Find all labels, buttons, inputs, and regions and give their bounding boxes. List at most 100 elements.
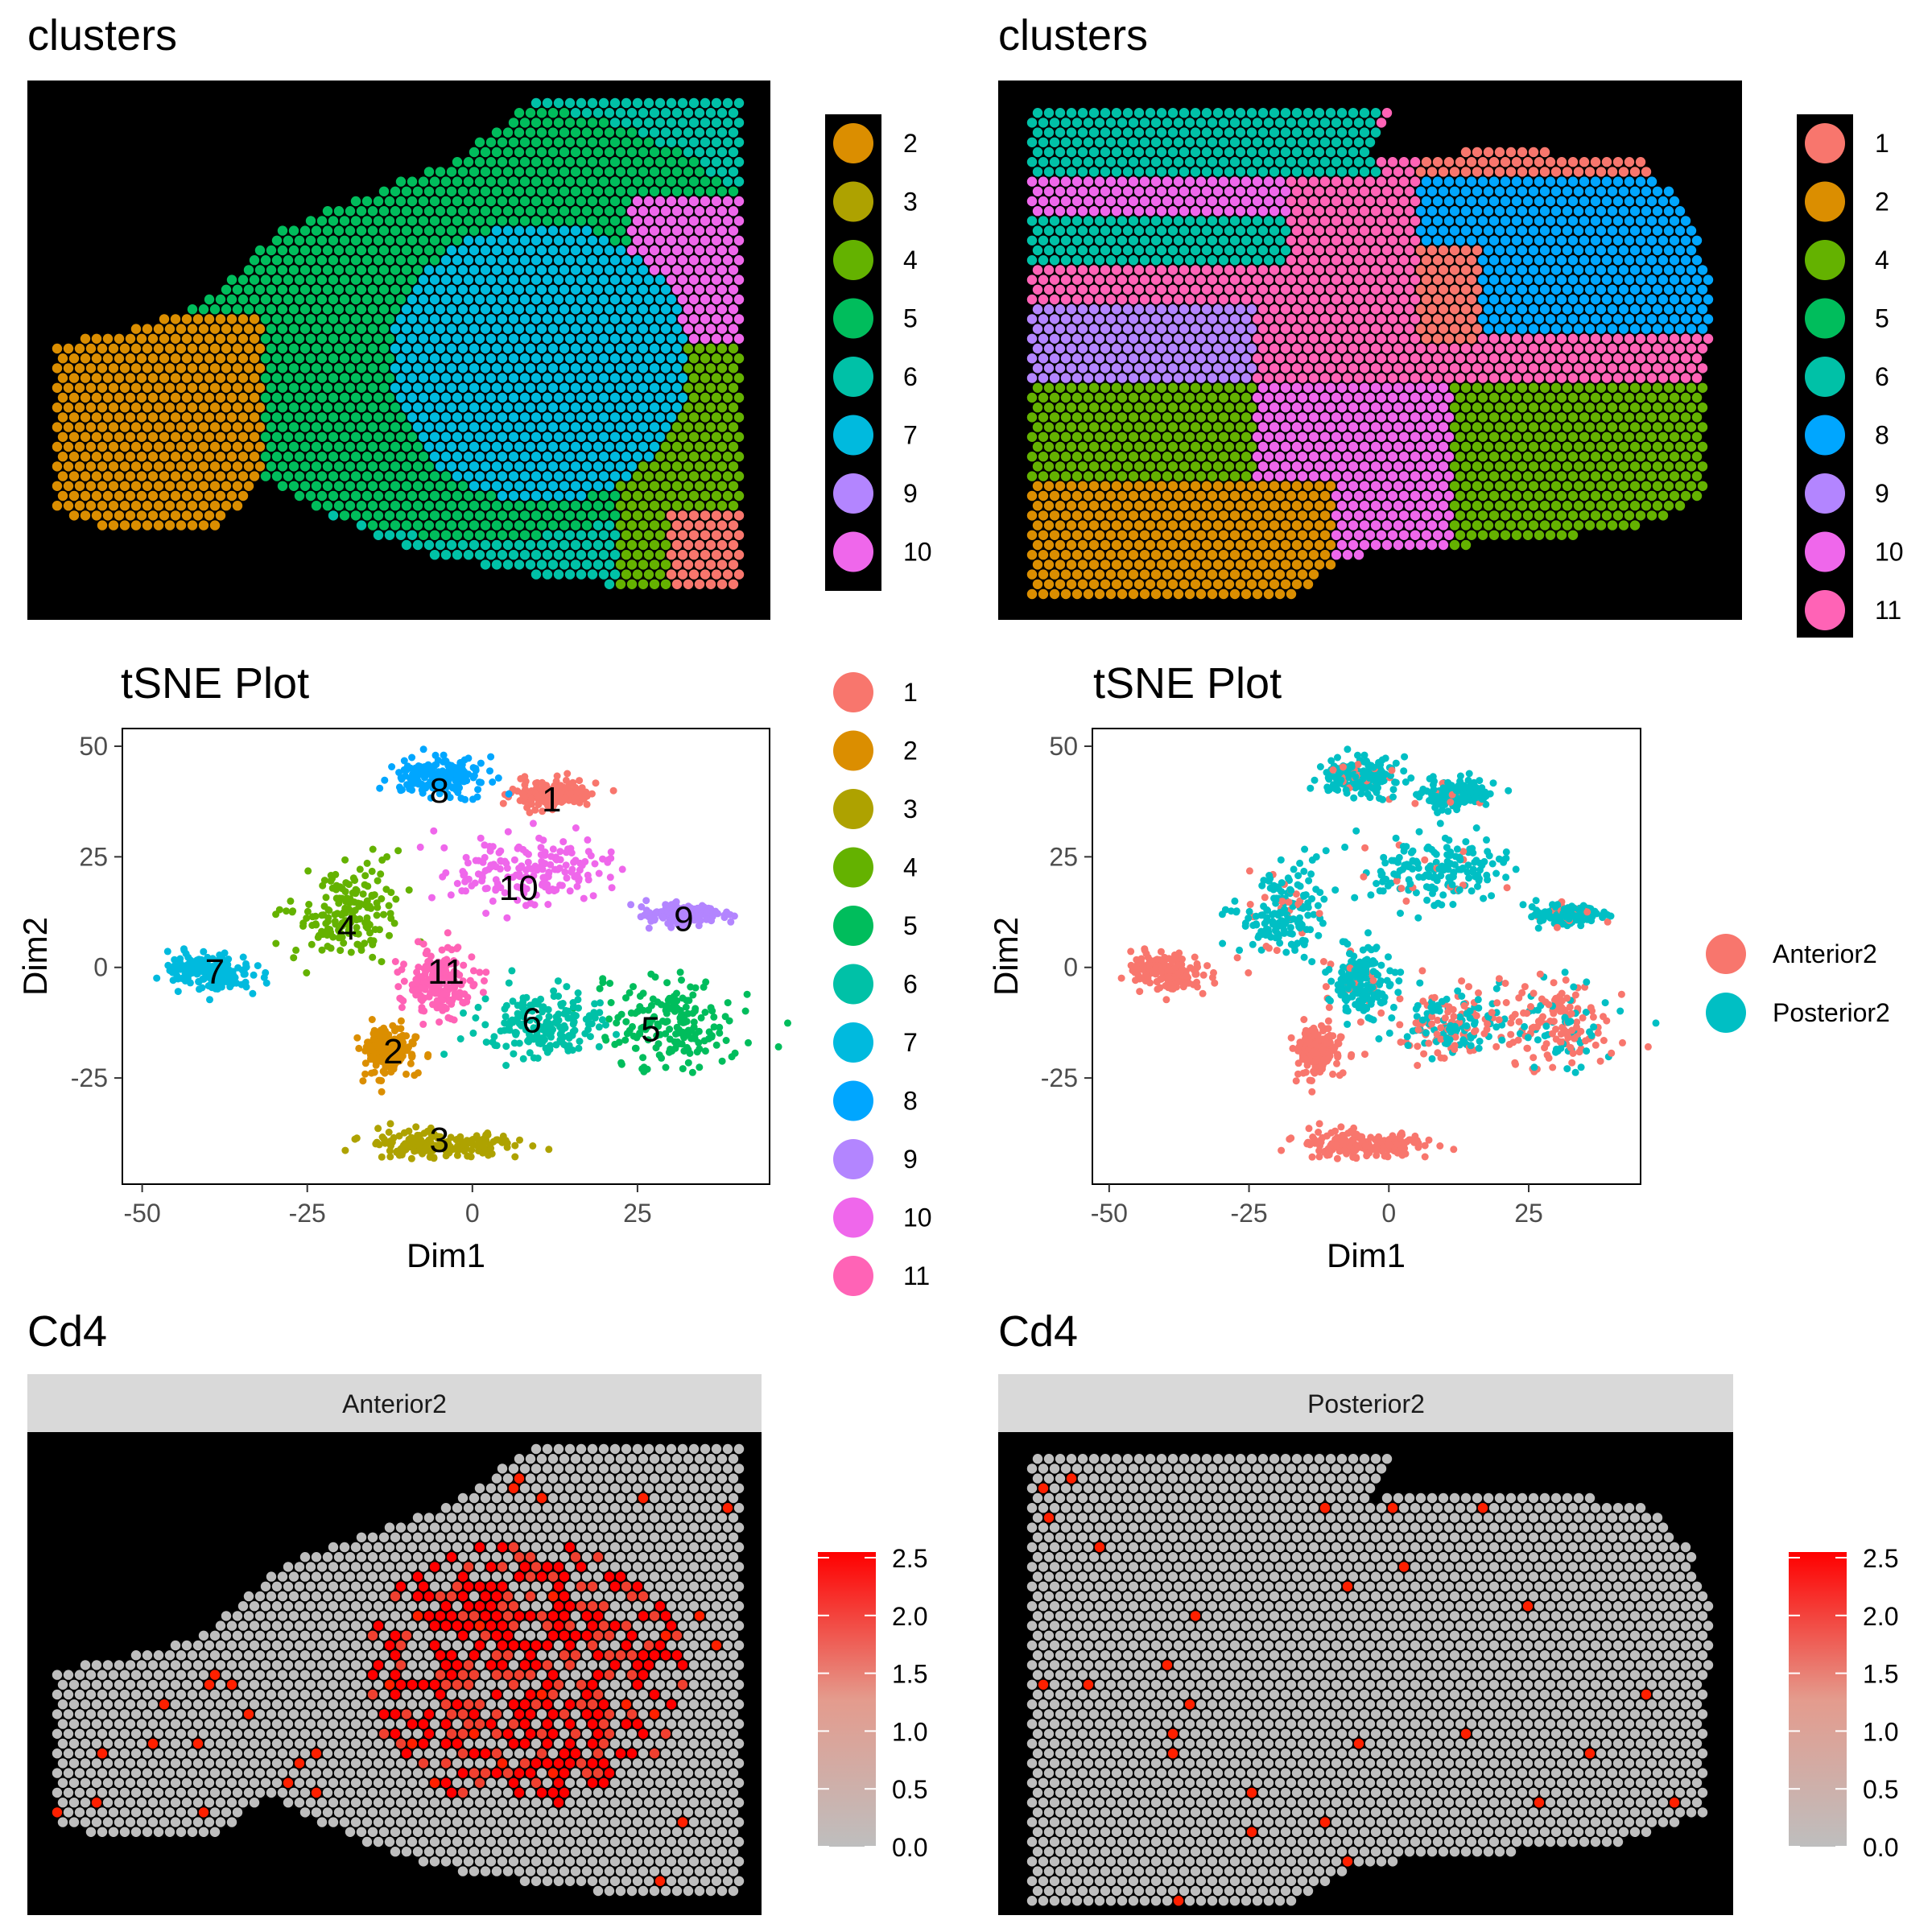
spot-posterior — [1348, 481, 1359, 491]
spot-posterior — [1336, 147, 1348, 158]
spot-posterior — [1184, 373, 1195, 383]
spot-posterior — [1545, 216, 1556, 226]
spot-anterior — [390, 225, 401, 236]
spot-posterior — [1381, 402, 1393, 413]
spot-posterior — [1438, 422, 1449, 432]
spot-cd4-anterior — [485, 1483, 497, 1494]
spot-anterior — [125, 510, 136, 521]
spot-anterior — [609, 118, 621, 128]
spot-posterior — [1043, 481, 1055, 491]
spot-posterior — [1308, 137, 1319, 147]
spot-posterior — [1348, 245, 1359, 256]
spot-posterior — [1055, 343, 1066, 354]
spot-anterior — [677, 530, 688, 540]
spot-anterior — [469, 284, 480, 295]
spot-anterior — [621, 373, 632, 383]
spot-anterior — [311, 382, 322, 393]
spot-posterior — [1393, 265, 1404, 275]
spot-anterior — [677, 471, 688, 481]
spot-anterior — [733, 550, 745, 560]
spot-anterior — [711, 392, 722, 403]
spot-anterior — [311, 461, 322, 472]
spot-posterior — [1280, 579, 1291, 589]
spot-posterior — [1111, 245, 1122, 256]
spot-anterior — [530, 314, 542, 324]
spot-anterior — [147, 353, 159, 364]
spot-posterior — [1167, 186, 1179, 196]
spot-anterior — [497, 510, 508, 521]
spot-posterior — [1393, 284, 1404, 295]
spot-posterior — [1624, 471, 1635, 481]
spot-anterior — [378, 284, 390, 295]
spot-anterior — [328, 353, 339, 364]
spot-posterior — [1387, 452, 1398, 462]
spot-posterior — [1105, 569, 1117, 580]
spot-anterior — [350, 216, 361, 226]
spot-anterior — [700, 412, 711, 423]
spot-anterior — [440, 392, 452, 403]
spot-anterior — [288, 225, 299, 236]
spot-cd4-anterior — [485, 1503, 497, 1513]
spot-anterior — [502, 186, 514, 196]
spot-anterior — [604, 539, 615, 551]
spot-posterior — [1331, 490, 1342, 502]
spot-anterior — [384, 490, 395, 502]
spot-anterior — [716, 343, 728, 354]
spot-posterior — [1077, 559, 1088, 570]
spot-anterior — [345, 265, 356, 275]
spot-posterior — [1641, 186, 1652, 196]
spot-anterior — [530, 373, 542, 383]
spot-anterior — [407, 333, 418, 344]
spot-posterior — [1314, 402, 1325, 413]
spot-posterior — [1077, 324, 1088, 334]
spot-anterior — [559, 108, 570, 118]
spot-posterior — [1522, 176, 1534, 187]
spot-posterior — [1195, 255, 1207, 266]
spot-posterior — [1190, 127, 1201, 138]
spot-anterior — [322, 304, 333, 315]
spot-posterior — [1224, 382, 1235, 393]
spot-posterior — [1094, 569, 1105, 580]
spot-posterior — [1336, 108, 1348, 118]
spot-anterior — [671, 520, 683, 530]
spot-anterior — [226, 452, 237, 462]
spot-anterior — [215, 392, 226, 403]
spot-posterior — [1302, 265, 1314, 275]
spot-posterior — [1077, 422, 1088, 432]
spot-anterior — [530, 471, 542, 481]
spot-anterior — [80, 353, 91, 364]
spot-anterior — [576, 275, 587, 285]
spot-posterior — [1477, 530, 1488, 540]
spot-posterior — [1426, 186, 1438, 196]
spot-posterior — [1550, 501, 1562, 511]
spot-posterior — [1539, 147, 1550, 158]
spot-anterior — [587, 294, 598, 305]
spot-posterior — [1483, 363, 1494, 374]
spot-anterior — [463, 510, 474, 521]
spot-anterior — [108, 382, 119, 393]
spot-posterior — [1117, 373, 1128, 383]
spot-anterior — [592, 225, 604, 236]
spot-posterior — [1331, 412, 1342, 423]
spot-posterior — [1550, 245, 1562, 256]
spot-anterior — [463, 550, 474, 560]
spot-anterior — [508, 471, 519, 481]
spot-cd4-anterior — [559, 1492, 570, 1504]
spot-anterior — [621, 353, 632, 364]
spot-posterior — [1055, 520, 1066, 530]
spot-posterior — [1274, 452, 1286, 462]
spot-anterior — [485, 176, 497, 187]
spot-anterior — [705, 402, 716, 413]
spot-anterior — [283, 333, 294, 344]
spot-posterior — [1235, 343, 1246, 354]
spot-posterior — [1043, 284, 1055, 295]
spot-posterior — [1229, 530, 1241, 540]
spot-anterior — [559, 422, 570, 432]
spot-posterior — [1026, 431, 1038, 442]
spot-posterior — [1207, 431, 1218, 442]
spot-posterior — [1567, 196, 1579, 207]
spot-anterior — [716, 520, 728, 530]
spot-posterior — [1212, 225, 1224, 236]
spot-posterior — [1235, 559, 1246, 570]
spot-posterior — [1348, 284, 1359, 295]
